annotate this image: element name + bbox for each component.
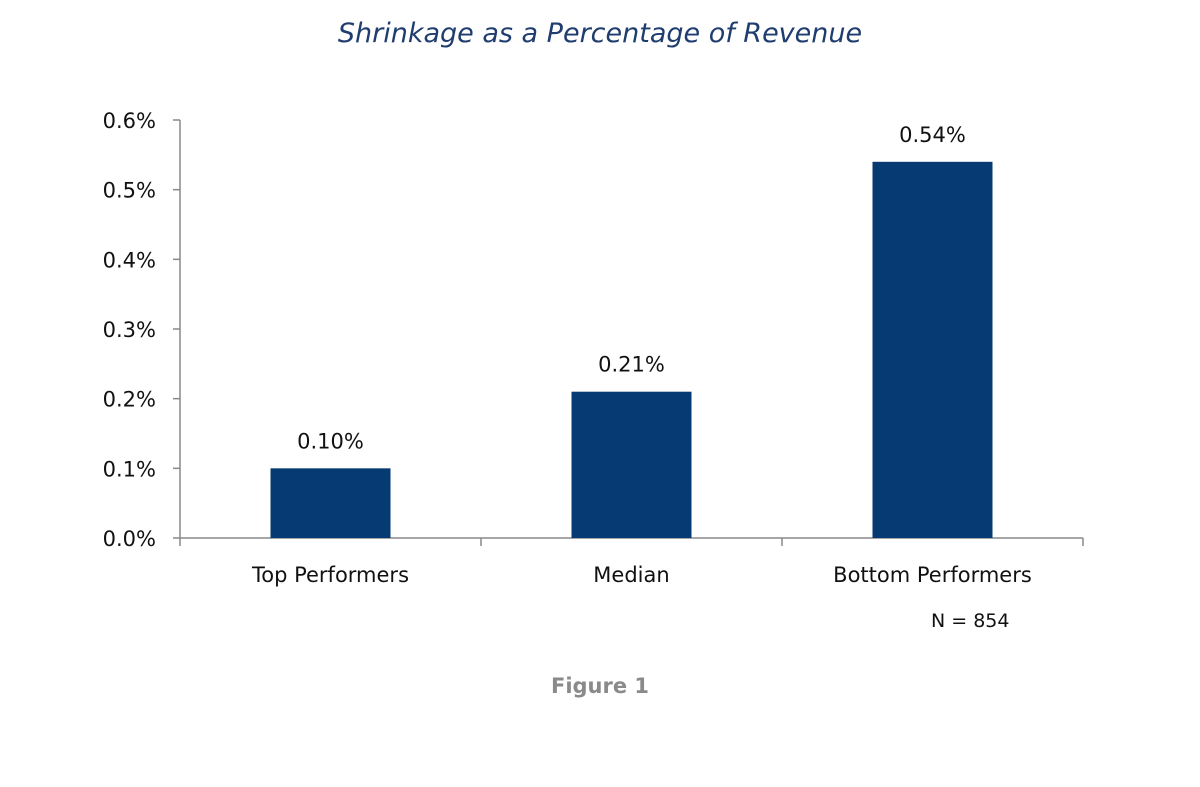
category-label: Bottom Performers: [833, 563, 1032, 587]
data-label: 0.21%: [598, 353, 665, 377]
y-tick-label: 0.3%: [103, 318, 156, 342]
data-label: 0.54%: [899, 123, 966, 147]
x-axis: Top Performers Median Bottom Performers: [179, 537, 1084, 587]
chart-title: Shrinkage as a Percentage of Revenue: [337, 18, 863, 49]
y-tick-label: 0.4%: [103, 248, 156, 272]
bar-top-performers: [270, 468, 391, 538]
data-label: 0.10%: [297, 429, 364, 453]
sample-size-note: N = 854: [931, 610, 1010, 632]
bar-bottom-performers: [872, 161, 993, 539]
bar-median: [571, 391, 692, 538]
category-label: Median: [593, 563, 669, 587]
bars: [270, 161, 993, 539]
figure-caption: Figure 1: [550, 674, 650, 698]
y-tick-label: 0.0%: [103, 527, 156, 551]
data-labels: 0.10% 0.21% 0.54%: [297, 123, 966, 454]
category-label: Top Performers: [251, 563, 409, 587]
y-tick-label: 0.5%: [103, 179, 156, 203]
y-axis: 0.0% 0.1% 0.2% 0.3% 0.4% 0.5% 0.6%: [103, 109, 181, 551]
y-tick-label: 0.2%: [103, 388, 156, 412]
y-tick-label: 0.1%: [103, 457, 156, 481]
y-tick-label: 0.6%: [103, 109, 156, 133]
